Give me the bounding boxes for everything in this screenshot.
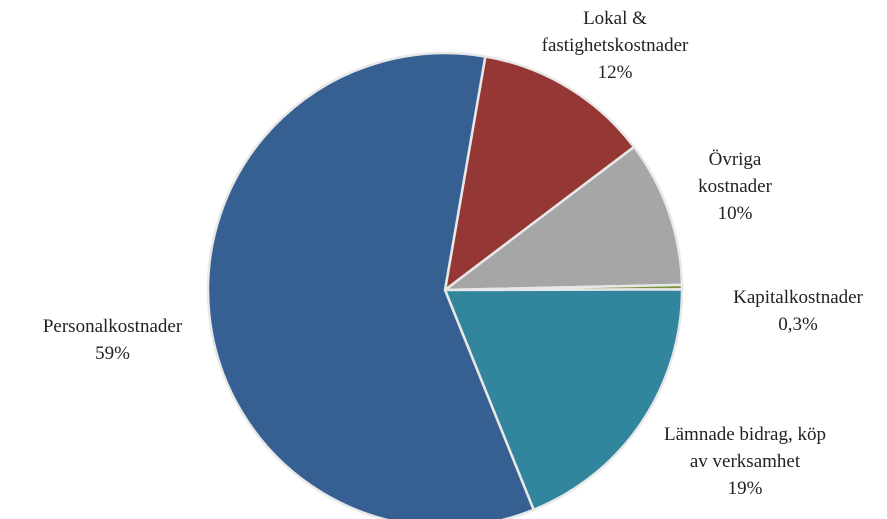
value-label: 12% (597, 62, 633, 83)
value-label: 59% (95, 343, 130, 364)
pie-slice (443, 288, 684, 512)
slice-label: Lokal & fastighetskostnader 12% (515, 5, 715, 86)
slice-label: Lämnade bidrag, köp av verksamhet 19% (660, 421, 830, 502)
slice-label: Personalkostnader 59% (0, 313, 225, 367)
slice-label: Kapitalkostnader 0,3% (700, 284, 887, 338)
pie-slice (206, 51, 535, 519)
pie-slice (443, 145, 684, 292)
category-name: Lokal & fastighetskostnader (541, 8, 689, 56)
value-label: 10% (717, 203, 753, 224)
category-name: Övriga kostnader (698, 149, 772, 197)
value-label: 0,3% (778, 314, 818, 335)
pie-slice (443, 55, 636, 292)
value-label: 19% (727, 478, 763, 499)
category-name: Lämnade bidrag, köp av verksamhet (664, 424, 826, 472)
category-name: Kapitalkostnader (733, 287, 863, 308)
slice-label: Övriga kostnader 10% (675, 146, 795, 227)
category-name: Personalkostnader (42, 316, 183, 337)
